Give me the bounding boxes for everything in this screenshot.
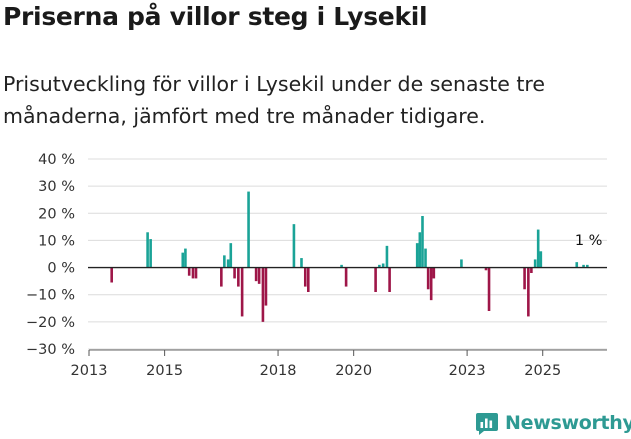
x-tick-label: 2015 [146, 363, 183, 379]
bar [240, 267, 244, 317]
bar [378, 264, 381, 268]
chart-title: Priserna på villor steg i Lysekil [3, 2, 428, 31]
bar [527, 267, 530, 317]
bar [237, 267, 240, 287]
x-tick-label: 2013 [71, 363, 108, 379]
bar [184, 248, 187, 268]
bar [306, 267, 310, 292]
bar [533, 259, 537, 268]
y-tick-label: 40 % [38, 152, 75, 168]
x-tick-label: 2023 [449, 363, 486, 379]
chart-subtitle: Prisutveckling för villor i Lysekil unde… [3, 72, 546, 128]
bar [149, 239, 152, 268]
newsworthy-logo-icon [476, 413, 498, 435]
bar [415, 243, 419, 268]
bar [181, 252, 185, 268]
bar [146, 232, 149, 268]
bar [484, 267, 488, 271]
bar [388, 267, 391, 292]
x-axis: 2013 2015 2018 2020 2023 2025 [71, 349, 607, 379]
bar [421, 216, 424, 268]
bar [303, 267, 307, 287]
bar [530, 267, 533, 273]
bar [523, 267, 526, 290]
bar [247, 191, 250, 268]
bar-series [110, 191, 589, 322]
bar [229, 243, 233, 268]
bar [110, 267, 113, 283]
bar [575, 262, 579, 268]
bar [487, 267, 491, 311]
bar [374, 267, 377, 292]
bar [460, 259, 463, 268]
bar [429, 267, 433, 301]
y-axis: 40 % 30 % 20 % 10 % 0 % −10 % −20 % −30 % [26, 152, 75, 358]
y-tick-label: −30 % [26, 342, 75, 358]
grid-lines [88, 158, 607, 350]
last-value-annotation: 1 % [575, 233, 603, 249]
bar [226, 259, 230, 268]
y-tick-label: 0 % [47, 261, 75, 277]
bar [418, 232, 422, 268]
newsworthy-logo: Newsworthy [475, 408, 631, 438]
y-tick-label: −20 % [26, 315, 75, 331]
y-tick-label: 10 % [38, 233, 75, 249]
bar [223, 255, 226, 268]
bar [344, 267, 348, 287]
bar [187, 267, 191, 276]
bar [426, 267, 430, 290]
bar [385, 245, 389, 268]
bar [539, 251, 543, 268]
bar [340, 264, 343, 268]
y-tick-label: 30 % [38, 179, 75, 195]
y-tick-label: −10 % [26, 288, 75, 304]
x-tick-label: 2025 [524, 363, 561, 379]
x-tick-label: 2020 [335, 363, 372, 379]
bar [582, 264, 585, 268]
bar [536, 229, 540, 268]
bar [257, 267, 261, 284]
bar [424, 248, 427, 268]
newsworthy-logo-text: Newsworthy [505, 412, 631, 434]
bar [264, 267, 268, 306]
bar [233, 267, 236, 279]
y-tick-label: 20 % [38, 206, 75, 222]
bar [432, 267, 436, 279]
bar [261, 267, 265, 322]
bar [254, 267, 258, 282]
bar [292, 224, 296, 268]
x-tick-label: 2018 [260, 363, 297, 379]
bar [300, 258, 303, 268]
bar [220, 267, 223, 287]
bar [586, 264, 589, 268]
bar [191, 267, 195, 279]
bar [381, 263, 385, 268]
bar [194, 267, 198, 279]
